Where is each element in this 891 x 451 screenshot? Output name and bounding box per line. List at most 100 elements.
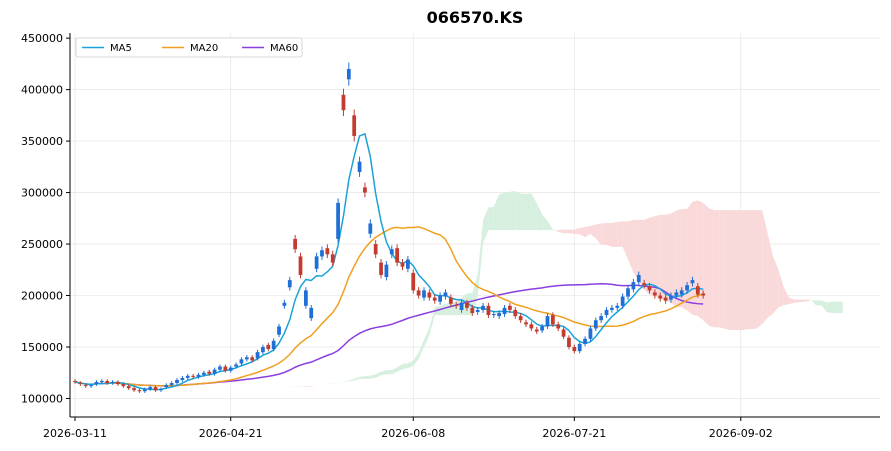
candle-body	[384, 264, 389, 277]
cloud-segment	[692, 200, 698, 316]
cloud-segment	[386, 369, 392, 375]
x-tick-label: 2026-07-21	[542, 427, 606, 440]
candle-body	[116, 381, 120, 385]
x-tick-label: 2026-06-08	[381, 427, 445, 440]
candle-body	[534, 329, 539, 332]
cloud-segment	[509, 191, 516, 231]
candle-body	[540, 326, 544, 331]
cloud-segment	[552, 229, 559, 232]
candle-body	[110, 381, 115, 384]
cloud-segment	[370, 374, 376, 379]
cloud-segment	[504, 191, 510, 231]
candle-body	[679, 290, 684, 295]
candle-body	[352, 115, 357, 136]
cloud-segment	[740, 210, 747, 331]
legend-box	[75, 37, 303, 58]
candle-body	[524, 322, 528, 325]
cloud-segment	[756, 210, 763, 329]
cloud-segment	[563, 229, 569, 234]
legend-label: MA5	[110, 43, 132, 54]
candle-body	[78, 383, 83, 385]
cloud-segment	[676, 209, 682, 308]
cloud-segment	[488, 206, 494, 231]
cloud-segment	[826, 301, 833, 314]
candle-body	[266, 344, 271, 350]
candle-body	[438, 295, 442, 302]
candle-body	[148, 387, 153, 390]
candle-body	[422, 290, 426, 298]
cloud-segment	[354, 376, 360, 381]
cloud-segment	[805, 299, 811, 302]
candle-body	[357, 161, 362, 172]
candle-body	[513, 309, 518, 317]
cloud-segment	[735, 210, 741, 331]
candle-body	[406, 259, 410, 269]
cloud-segment	[681, 209, 688, 311]
cloud-segment	[633, 219, 639, 281]
candle-body	[556, 324, 561, 329]
x-tick-label: 2026-09-02	[709, 427, 773, 440]
candle-body	[395, 248, 400, 263]
candlesticks	[73, 62, 706, 393]
cloud-segment	[628, 219, 634, 273]
candle-body	[690, 280, 695, 284]
candle-body	[212, 369, 217, 374]
cloud-segment	[493, 194, 500, 231]
cloud-segment	[311, 385, 317, 387]
cloud-segment	[746, 210, 752, 330]
cloud-segment	[262, 383, 269, 385]
cloud-segment	[472, 274, 478, 316]
candle-body	[379, 262, 383, 275]
candle-body	[99, 380, 104, 382]
candle-body	[336, 202, 340, 239]
candle-body	[508, 305, 512, 310]
candle-body	[550, 315, 555, 325]
cloud-segment	[423, 327, 430, 347]
cloud-segment	[375, 371, 382, 378]
candle-body	[223, 366, 228, 371]
candle-body	[599, 316, 604, 321]
candle-body	[293, 238, 298, 250]
candle-body	[583, 338, 587, 344]
cloud-segment	[697, 200, 704, 321]
candle-body	[94, 381, 99, 385]
candle-body	[443, 292, 448, 297]
candle-body	[201, 372, 206, 375]
cloud-segment	[407, 360, 414, 369]
cloud-segment	[708, 208, 714, 328]
candle-body	[83, 385, 88, 387]
candle-body	[567, 337, 571, 347]
candle-body	[486, 305, 491, 316]
cloud-segment	[660, 214, 666, 301]
cloud-segment	[638, 219, 645, 290]
cloud-segment	[778, 269, 784, 308]
candle-body	[658, 295, 663, 299]
candle-body	[287, 280, 292, 288]
cloud-segment	[338, 381, 344, 384]
y-tick-label: 350000	[21, 135, 63, 148]
candle-body	[282, 302, 287, 306]
legend-label: MA60	[270, 43, 298, 54]
candle-body	[572, 346, 577, 352]
cloud-segment	[783, 287, 790, 306]
cloud-segment	[815, 300, 822, 306]
cloud-segment	[821, 300, 827, 312]
cloud-segment	[617, 221, 623, 247]
candle-body	[491, 314, 496, 316]
cloud-segment	[429, 307, 435, 336]
candle-body	[652, 292, 657, 296]
cloud-segment	[413, 352, 419, 367]
candle-body	[481, 305, 485, 310]
cloud-segment	[644, 217, 650, 295]
cloud-segment	[321, 383, 328, 385]
cloud-segment	[456, 297, 462, 316]
candle-body	[642, 283, 647, 286]
candle-body	[604, 309, 609, 316]
candle-body	[164, 385, 169, 388]
cloud-segment	[316, 384, 322, 386]
cloud-segment	[359, 376, 365, 379]
candle-body	[416, 290, 421, 296]
candle-body	[298, 256, 303, 275]
cloud-segment	[515, 191, 521, 231]
candle-body	[303, 290, 308, 306]
